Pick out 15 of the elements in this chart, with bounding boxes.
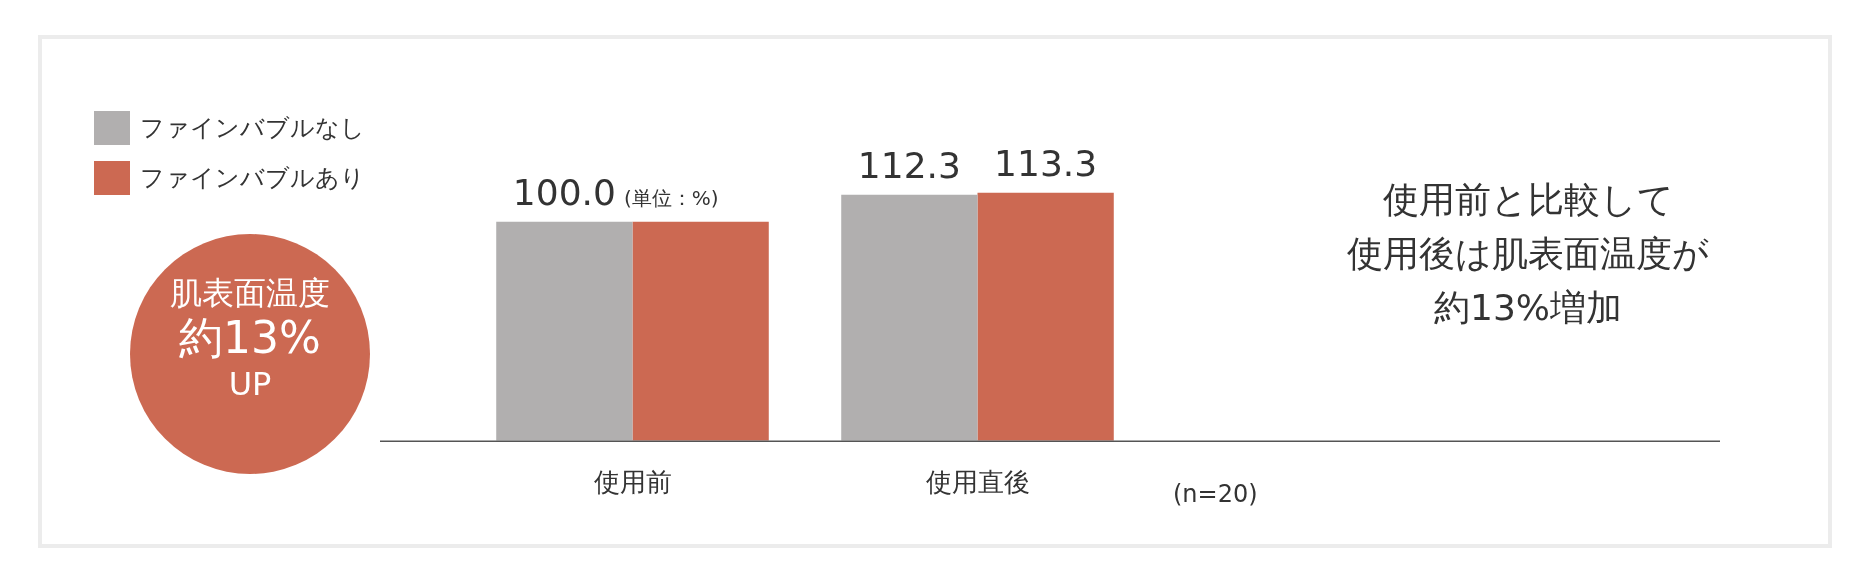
text: UP <box>227 365 273 404</box>
text: 約13%増加 <box>1433 286 1623 330</box>
annotation: (単位：%) <box>623 186 719 210</box>
x-tick-label: 使用前 <box>593 467 672 498</box>
legend-label: ファインバブルなし <box>140 113 365 144</box>
text: 肌表面温度 <box>169 274 331 313</box>
data-label: 113.3 <box>994 143 1098 185</box>
text: (n=20) <box>1173 480 1258 508</box>
x-tick-label: 使用直後 <box>925 467 1030 498</box>
data-label: 100.0 <box>512 172 616 214</box>
text: 使用前と比較して <box>1381 178 1675 222</box>
text: 約13% <box>178 312 322 366</box>
legend-label: ファインバブルあり <box>140 163 365 194</box>
data-label: 112.3 <box>857 145 961 187</box>
text: 使用後は肌表面温度が <box>1346 232 1710 276</box>
